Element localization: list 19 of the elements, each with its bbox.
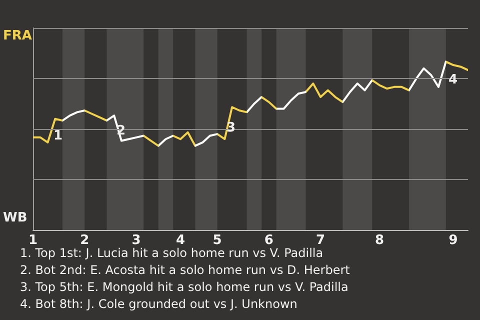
x-tick-label: 9 [448, 233, 458, 248]
text: WB [3, 210, 28, 226]
x-tick-label: 2 [80, 233, 90, 248]
x-tick-label: 1 [28, 233, 38, 248]
x-tick-label: 3 [132, 233, 141, 248]
x-tick-label: 8 [375, 233, 384, 248]
annotation: 3 [226, 120, 236, 136]
x-tick-label: 6 [264, 233, 274, 248]
text: 2. Bot 2nd: E. Acosta hit a solo home run vs D. Herbert [20, 263, 350, 277]
annotation: 2 [116, 124, 126, 138]
x-tick-label: 7 [316, 233, 326, 248]
text: 4. Bot 8th: J. Cole grounded out vs J. Unknown [20, 297, 298, 311]
annotation: 1 [53, 128, 63, 144]
x-tick-label: 5 [212, 233, 222, 248]
text: FRA [3, 28, 32, 44]
text: 3. Top 5th: E. Mongold hit a solo home run vs V. Padilla [20, 280, 348, 294]
x-tick-label: 4 [176, 233, 185, 248]
text: 1. Top 1st: J. Lucia hit a solo home run vs V. Padilla [20, 246, 324, 260]
annotation: 4 [448, 72, 458, 88]
